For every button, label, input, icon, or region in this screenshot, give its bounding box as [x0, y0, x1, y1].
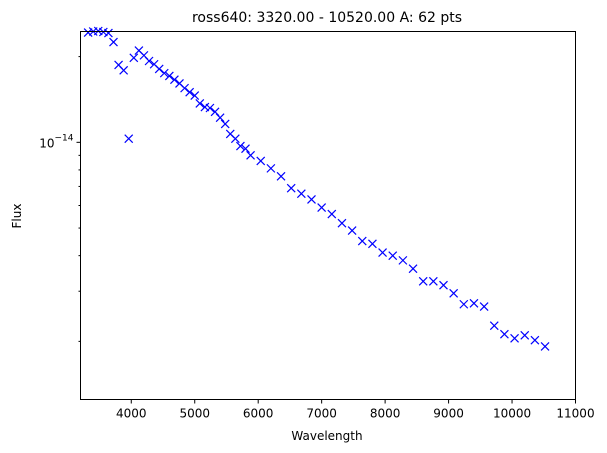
data-point [367, 239, 377, 249]
data-point [266, 163, 276, 173]
data-point [103, 28, 113, 38]
data-point [489, 321, 499, 331]
data-point [159, 68, 169, 78]
data-point [449, 288, 459, 298]
x-tick-label: 7000 [306, 407, 337, 421]
data-point [388, 251, 398, 261]
data-point [190, 91, 200, 100]
data-point [327, 209, 337, 219]
data-point [180, 83, 190, 93]
data-point [530, 335, 540, 345]
data-point [337, 218, 347, 228]
data-point [286, 183, 296, 193]
data-point [246, 150, 256, 160]
data-point [428, 276, 438, 286]
y-axis-label: Flux [10, 204, 24, 229]
data-point [408, 264, 418, 274]
data-point [230, 134, 240, 144]
data-point [479, 302, 489, 311]
data-point [164, 71, 174, 81]
data-point [459, 299, 469, 309]
plot-area [83, 26, 550, 351]
plot-frame [80, 31, 576, 400]
x-tick-label: 4000 [116, 407, 147, 421]
data-point [124, 134, 134, 144]
data-point [144, 56, 154, 66]
data-point [510, 333, 520, 343]
data-point [499, 329, 509, 339]
data-point [210, 107, 220, 117]
x-tick-label: 6000 [243, 407, 274, 421]
x-tick-label: 11000 [556, 407, 594, 421]
data-point [418, 276, 428, 286]
data-point [307, 195, 316, 204]
data-point [256, 156, 266, 166]
x-tick-label: 8000 [370, 407, 401, 421]
data-point [154, 64, 164, 74]
data-point [235, 141, 245, 151]
data-point [119, 65, 129, 75]
data-point [276, 171, 286, 181]
data-point [540, 341, 550, 351]
y-tick-label: 10−14 [39, 133, 74, 150]
data-point [398, 255, 408, 265]
data-point [296, 189, 306, 199]
data-point [378, 248, 388, 258]
data-point [241, 144, 250, 154]
data-point [185, 87, 195, 97]
data-point [129, 53, 139, 63]
x-axis-label: Wavelength [291, 429, 362, 443]
data-point [109, 37, 118, 47]
data-point [215, 113, 225, 123]
data-point [357, 236, 367, 246]
data-point [220, 119, 230, 129]
data-point [317, 203, 327, 213]
data-point [195, 98, 205, 108]
data-point [439, 280, 448, 290]
data-point [347, 226, 357, 235]
x-tick-label: 9000 [433, 407, 464, 421]
x-axis: 4000 5000 6000 7000 8000 9000 10000 11000 [116, 399, 595, 421]
data-point [169, 75, 179, 85]
data-point [469, 298, 479, 308]
x-tick-label: 5000 [179, 407, 210, 421]
y-axis: 10−14 [39, 56, 81, 342]
data-point [205, 103, 215, 113]
chart-title: ross640: 3320.00 - 10520.00 A: 62 pts [192, 10, 462, 26]
x-tick-label: 10000 [493, 407, 531, 421]
data-point [520, 330, 530, 340]
